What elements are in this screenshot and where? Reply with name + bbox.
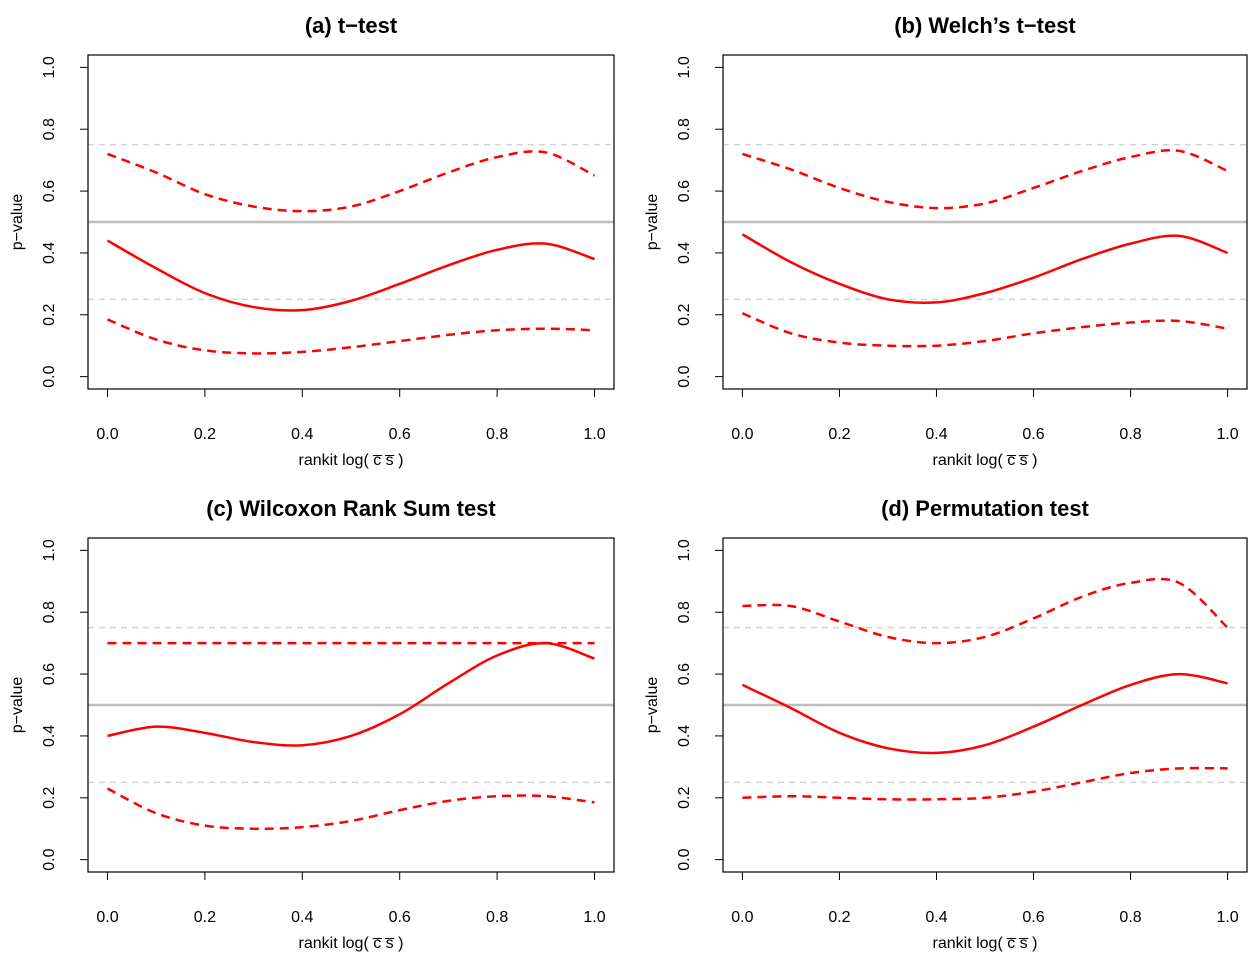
y-tick-label: 0.4 <box>676 725 693 747</box>
x-tick-label: 0.2 <box>194 426 216 443</box>
series-line <box>741 233 1229 305</box>
y-axis-label: p−value <box>644 677 661 734</box>
x-tick-label: 0.4 <box>925 426 947 443</box>
y-tick-label: 0.6 <box>41 180 58 202</box>
y-tick-label: 0.8 <box>41 118 58 140</box>
plot-frame <box>722 537 1248 873</box>
x-tick-label: 0.8 <box>1119 426 1141 443</box>
y-axis-label: p−value <box>644 194 661 251</box>
series-line <box>741 312 1228 348</box>
series-line <box>106 239 595 312</box>
series-line <box>742 577 1229 645</box>
y-tick-label: 0.6 <box>676 180 693 202</box>
y-axis-label: p−value <box>9 677 26 734</box>
x-tick-label: 0.0 <box>96 426 118 443</box>
x-tick-label: 0.6 <box>1022 909 1044 926</box>
x-tick-label: 1.0 <box>1216 909 1238 926</box>
y-tick-label: 0.4 <box>41 242 58 264</box>
panel-title: (b) Welch’s t−test <box>894 13 1076 38</box>
series-line <box>107 150 596 213</box>
x-axis-label: rankit log( c̅ s̅ ) <box>299 452 404 469</box>
y-tick-label: 1.0 <box>41 539 58 561</box>
series-line <box>742 149 1229 210</box>
y-tick-label: 1.0 <box>676 539 693 561</box>
x-tick-label: 0.6 <box>389 426 411 443</box>
y-tick-label: 0.8 <box>41 601 58 623</box>
x-tick-label: 0.2 <box>828 909 850 926</box>
y-axis-label: p−value <box>9 194 26 251</box>
series-line <box>742 766 1228 801</box>
y-tick-label: 0.8 <box>676 118 693 140</box>
x-tick-label: 0.2 <box>194 909 216 926</box>
series-line <box>741 672 1228 755</box>
y-tick-label: 0.0 <box>676 365 693 387</box>
x-tick-label: 0.8 <box>486 426 508 443</box>
x-tick-label: 0.0 <box>96 909 118 926</box>
y-tick-label: 0.2 <box>41 787 58 809</box>
panel-title: (a) t−test <box>305 13 398 38</box>
plot-frame <box>722 54 1248 390</box>
x-tick-label: 1.0 <box>1216 426 1238 443</box>
y-tick-label: 0.2 <box>41 304 58 326</box>
y-tick-label: 0.8 <box>676 601 693 623</box>
y-tick-label: 0.0 <box>41 848 58 870</box>
x-tick-label: 0.0 <box>731 426 753 443</box>
x-tick-label: 0.8 <box>486 909 508 926</box>
x-tick-label: 0.2 <box>828 426 850 443</box>
x-tick-label: 0.0 <box>731 909 753 926</box>
y-tick-label: 0.6 <box>676 663 693 685</box>
y-tick-label: 0.6 <box>41 663 58 685</box>
y-tick-label: 0.4 <box>41 725 58 747</box>
x-axis-label: rankit log( c̅ s̅ ) <box>299 935 404 952</box>
y-tick-label: 1.0 <box>676 56 693 78</box>
x-tick-label: 0.4 <box>291 426 313 443</box>
y-tick-label: 0.2 <box>676 787 693 809</box>
x-axis-label: rankit log( c̅ s̅ ) <box>933 452 1038 469</box>
x-tick-label: 0.4 <box>291 909 313 926</box>
x-tick-label: 1.0 <box>583 426 605 443</box>
plot-frame <box>87 537 615 873</box>
y-tick-label: 0.0 <box>41 365 58 387</box>
series-line <box>107 641 595 747</box>
x-axis-label: rankit log( c̅ s̅ ) <box>933 935 1038 952</box>
y-tick-label: 0.2 <box>676 304 693 326</box>
x-tick-label: 0.6 <box>389 909 411 926</box>
y-tick-label: 0.4 <box>676 242 693 264</box>
plot-frame <box>87 54 615 390</box>
panel-title: (c) Wilcoxon Rank Sum test <box>206 496 496 521</box>
x-tick-label: 0.8 <box>1119 909 1141 926</box>
panel-title: (d) Permutation test <box>881 496 1089 521</box>
y-tick-label: 1.0 <box>41 56 58 78</box>
y-tick-label: 0.0 <box>676 848 693 870</box>
x-tick-label: 0.6 <box>1022 426 1044 443</box>
x-tick-label: 1.0 <box>583 909 605 926</box>
series-line <box>107 318 595 355</box>
series-line <box>106 787 595 831</box>
x-tick-label: 0.4 <box>925 909 947 926</box>
